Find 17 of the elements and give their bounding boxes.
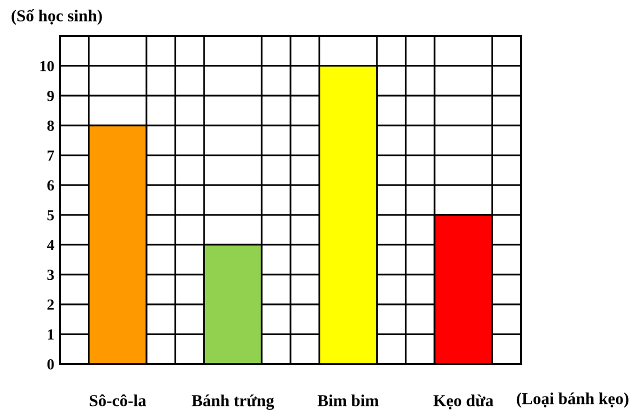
y-tick-label: 8 bbox=[47, 120, 54, 131]
y-axis-title: (Số học sinh) bbox=[12, 9, 102, 25]
y-tick-label: 6 bbox=[47, 180, 54, 191]
x-tick-label: Bánh trứng bbox=[192, 394, 274, 410]
x-tick-label: Sô-cô-la bbox=[90, 394, 146, 406]
y-tick-label: 9 bbox=[47, 90, 54, 102]
y-tick-label: 7 bbox=[48, 150, 54, 161]
y-tick-label: 5 bbox=[47, 210, 54, 220]
x-tick-label: Bim bim bbox=[318, 394, 379, 406]
y-tick-label: 10 bbox=[40, 60, 54, 72]
y-tick-label: 2 bbox=[47, 300, 54, 310]
y-tick-label: 0 bbox=[47, 359, 54, 370]
y-tick-label: 3 bbox=[47, 270, 54, 280]
x-axis-title: (Loại bánh kẹo) bbox=[516, 392, 628, 408]
x-tick-label: Kẹo dừa bbox=[433, 394, 494, 410]
y-tick-label: 4 bbox=[47, 240, 54, 250]
y-tick-label: 1 bbox=[48, 329, 54, 340]
